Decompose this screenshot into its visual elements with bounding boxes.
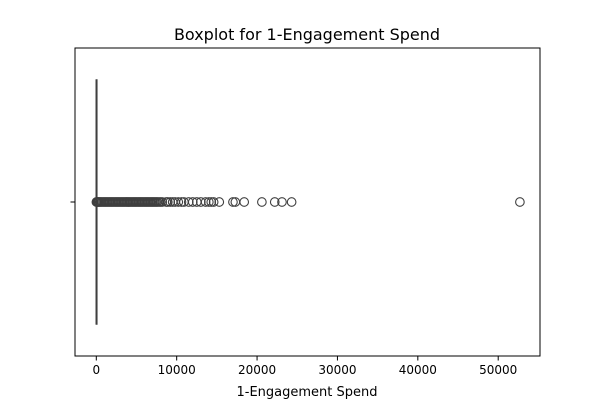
outlier-point <box>200 197 211 207</box>
x-tick-label: 20000 <box>238 363 276 377</box>
outlier-point <box>286 197 297 207</box>
x-tick-label: 30000 <box>318 363 356 377</box>
outlier-point <box>239 197 250 207</box>
outlier-point <box>515 197 525 207</box>
x-tick-label: 40000 <box>399 363 437 377</box>
outlier-point <box>203 197 214 207</box>
outlier-point <box>208 197 219 207</box>
outlier-point <box>183 197 194 207</box>
outlier-point <box>206 197 217 207</box>
outlier-point <box>162 197 173 207</box>
outlier-point <box>157 197 168 207</box>
outlier-point <box>277 197 287 207</box>
outlier-point <box>187 197 198 207</box>
x-axis-label: 1-Engagement Spend <box>236 385 377 400</box>
outlier-points <box>91 197 525 207</box>
x-axis-ticks: 0 10000 20000 30000 40000 50000 <box>92 356 517 377</box>
outlier-point <box>269 197 280 207</box>
outlier-point <box>257 197 267 207</box>
outlier-point <box>165 197 176 207</box>
x-tick-label: 10000 <box>158 363 196 377</box>
outlier-point <box>228 197 238 207</box>
chart-title: Boxplot for 1-Engagement Spend <box>174 25 440 44</box>
outlier-point <box>176 197 187 207</box>
outlier-point <box>173 197 184 207</box>
outlier-point <box>214 197 225 207</box>
x-tick-label: 0 <box>92 363 100 377</box>
outlier-point <box>195 197 206 207</box>
x-tick-label: 50000 <box>479 363 517 377</box>
